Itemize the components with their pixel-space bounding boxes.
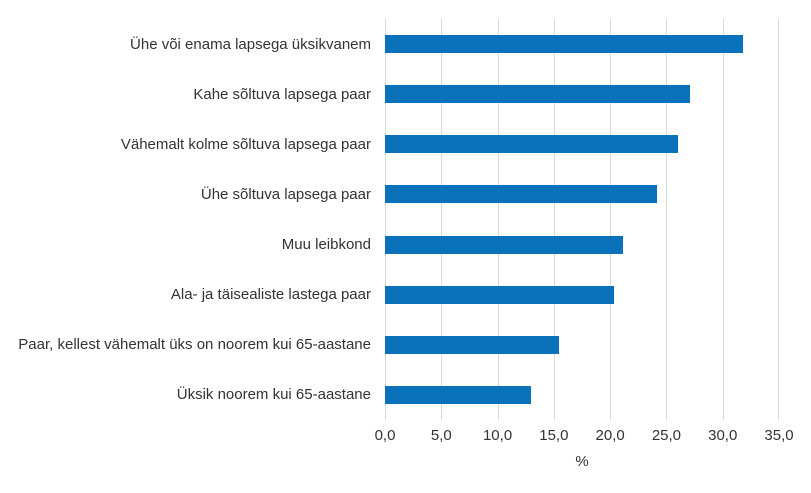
gridline: [722, 19, 724, 420]
category-label: Ala- ja täisealiste lastega paar: [170, 286, 371, 304]
bar: [385, 135, 678, 154]
x-tick-label: 25,0: [651, 427, 682, 444]
bar: [385, 335, 560, 354]
gridline: [610, 19, 612, 420]
gridline: [441, 19, 443, 420]
bar: [385, 85, 691, 104]
x-tick-label: 5,0: [430, 427, 452, 444]
bar-series: [385, 19, 779, 420]
x-tick-label: 0,0: [374, 427, 396, 444]
x-tick-label: 10,0: [482, 427, 513, 444]
plot-area: [385, 19, 779, 420]
gridline: [497, 19, 499, 420]
gridline: [778, 19, 779, 420]
bar-row: [385, 69, 779, 119]
gridline: [666, 19, 668, 420]
bar-row: [385, 169, 779, 219]
category-label: Muu leibkond: [281, 236, 371, 254]
x-axis-label: %: [575, 453, 589, 470]
category-label: Kahe sõltuva lapsega paar: [193, 85, 371, 103]
category-label: Ühe või enama lapsega üksikvanem: [130, 35, 371, 53]
bar-row: [385, 370, 779, 420]
category-label: Üksik noorem kui 65-aastane: [176, 386, 371, 404]
category-label: Paar, kellest vähemalt üks on noorem kui…: [18, 336, 371, 354]
gridline: [385, 19, 386, 420]
bar-row: [385, 19, 779, 69]
bar: [385, 235, 623, 254]
bar: [385, 285, 614, 304]
bar-row: [385, 320, 779, 370]
x-tick-label: 30,0: [708, 427, 738, 444]
x-axis-ticks: 0,0 5,0 10,0 15,0 20,0 25,0 30,0 35,0: [375, 427, 794, 445]
bar: [385, 35, 743, 54]
gridline: [553, 19, 555, 420]
x-tick-label: 15,0: [539, 427, 569, 444]
bar-row: [385, 119, 779, 169]
bar: [385, 385, 532, 404]
category-axis: Ühe või enama lapsega üksikvanem Kahe sõl…: [0, 19, 371, 420]
x-tick-label: 35,0: [764, 427, 794, 444]
category-label: Vähemalt kolme sõltuva lapsega paar: [120, 135, 371, 153]
category-label: Ühe sõltuva lapsega paar: [200, 185, 371, 203]
x-tick-label: 20,0: [595, 427, 625, 444]
bar: [385, 185, 658, 204]
bar-row: [385, 270, 779, 320]
bar-row: [385, 220, 779, 270]
